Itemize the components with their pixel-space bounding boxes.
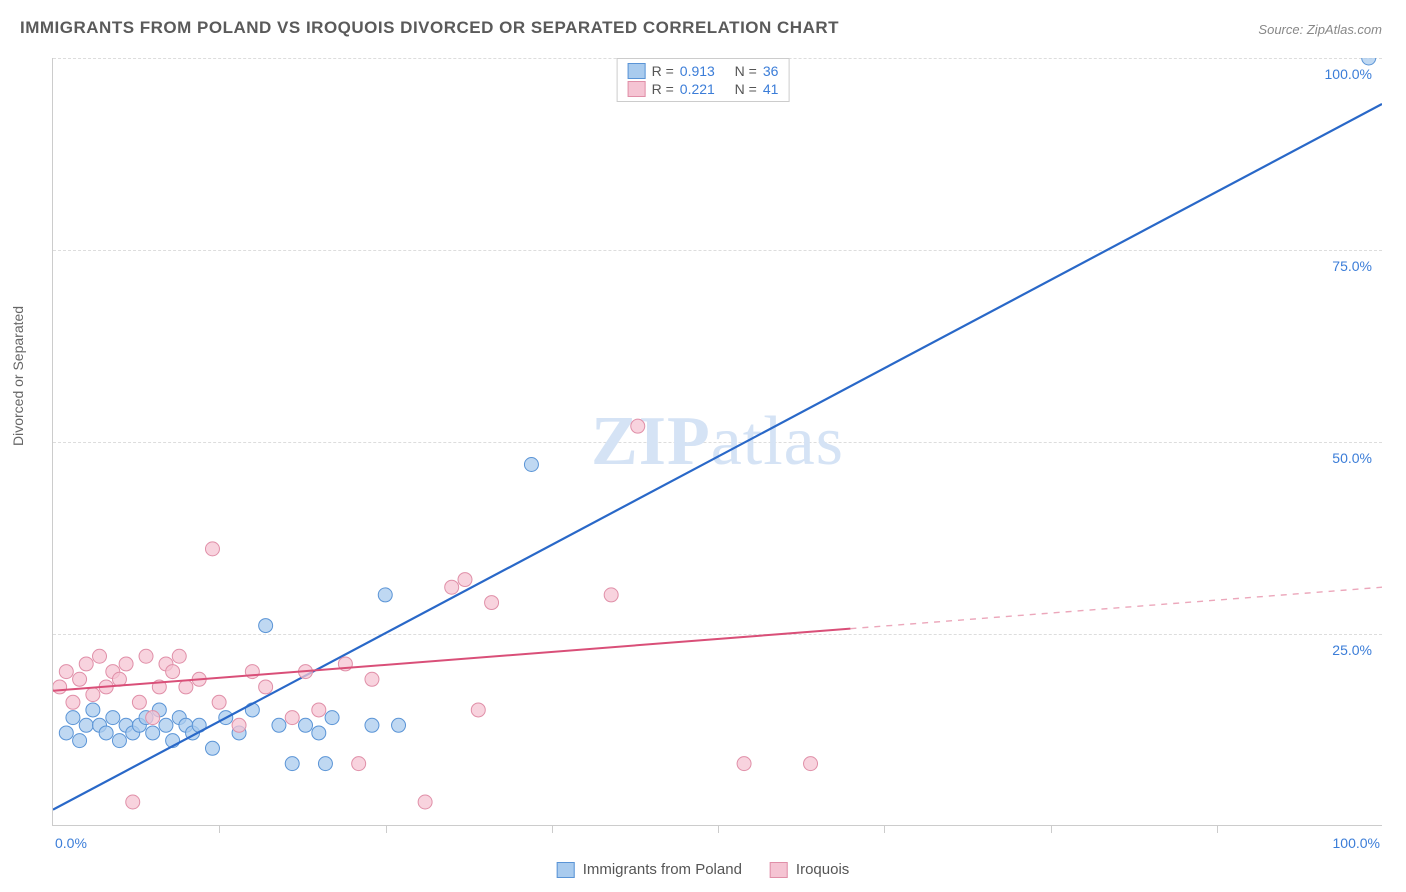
data-point [86,688,100,702]
data-point [86,703,100,717]
data-point [79,657,93,671]
data-point [73,672,87,686]
data-point [146,711,160,725]
data-point [365,718,379,732]
data-point [166,665,180,679]
data-point [112,672,126,686]
data-point [352,757,366,771]
data-point [139,649,153,663]
data-point [524,458,538,472]
data-point [66,695,80,709]
legend-swatch-poland-b [557,862,575,878]
data-point [285,711,299,725]
trend-line-extrapolated [850,587,1382,628]
data-point [285,757,299,771]
data-point [418,795,432,809]
data-point [312,703,326,717]
chart-title: IMMIGRANTS FROM POLAND VS IROQUOIS DIVOR… [20,18,839,38]
legend-stats-row-iroquois: R = 0.221 N = 41 [628,80,779,98]
data-point [53,680,67,694]
data-point [318,757,332,771]
data-point [126,795,140,809]
legend-item-poland: Immigrants from Poland [557,861,742,878]
data-point [205,542,219,556]
legend-swatch-iroquois-b [770,862,788,878]
data-point [73,734,87,748]
source-attribution: Source: ZipAtlas.com [1258,22,1382,37]
data-point [485,596,499,610]
x-tick-label: 100.0% [1333,835,1380,851]
n-label: N = [735,81,757,97]
data-point [471,703,485,717]
data-point [179,680,193,694]
data-point [66,711,80,725]
legend-series: Immigrants from Poland Iroquois [557,861,850,878]
scatter-svg [53,58,1382,825]
source-name: ZipAtlas.com [1307,22,1382,37]
legend-label-iroquois: Iroquois [796,861,849,878]
data-point [458,573,472,587]
data-point [59,665,73,679]
x-tick [1217,825,1218,833]
data-point [232,718,246,732]
data-point [132,695,146,709]
data-point [445,580,459,594]
data-point [99,726,113,740]
data-point [631,419,645,433]
x-tick-label: 0.0% [55,835,87,851]
data-point [365,672,379,686]
data-point [112,734,126,748]
x-tick [884,825,885,833]
data-point [79,718,93,732]
r-value-iroquois: 0.221 [680,81,715,97]
r-label: R = [652,63,674,79]
legend-label-poland: Immigrants from Poland [583,861,742,878]
x-tick [1051,825,1052,833]
data-point [212,695,226,709]
data-point [59,726,73,740]
trend-line [53,104,1382,810]
y-axis-label: Divorced or Separated [10,306,26,446]
data-point [737,757,751,771]
data-point [312,726,326,740]
data-point [272,718,286,732]
data-point [119,657,133,671]
legend-swatch-poland [628,63,646,79]
n-value-iroquois: 41 [763,81,779,97]
data-point [392,718,406,732]
x-tick [386,825,387,833]
legend-stats: R = 0.913 N = 36 R = 0.221 N = 41 [617,58,790,102]
legend-stats-row-poland: R = 0.913 N = 36 [628,62,779,80]
data-point [325,711,339,725]
data-point [106,711,120,725]
r-value-poland: 0.913 [680,63,715,79]
n-label: N = [735,63,757,79]
data-point [804,757,818,771]
data-point [1362,58,1376,65]
x-tick [219,825,220,833]
legend-item-iroquois: Iroquois [770,861,849,878]
data-point [172,649,186,663]
data-point [259,619,273,633]
data-point [299,718,313,732]
x-tick [718,825,719,833]
source-label: Source: [1258,22,1303,37]
data-point [159,718,173,732]
x-tick [552,825,553,833]
legend-swatch-iroquois [628,81,646,97]
data-point [604,588,618,602]
r-label: R = [652,81,674,97]
data-point [205,741,219,755]
data-point [259,680,273,694]
data-point [146,726,160,740]
data-point [93,649,107,663]
data-point [378,588,392,602]
n-value-poland: 36 [763,63,779,79]
chart-plot-area: ZIPatlas 25.0%50.0%75.0%100.0%0.0%100.0% [52,58,1382,826]
